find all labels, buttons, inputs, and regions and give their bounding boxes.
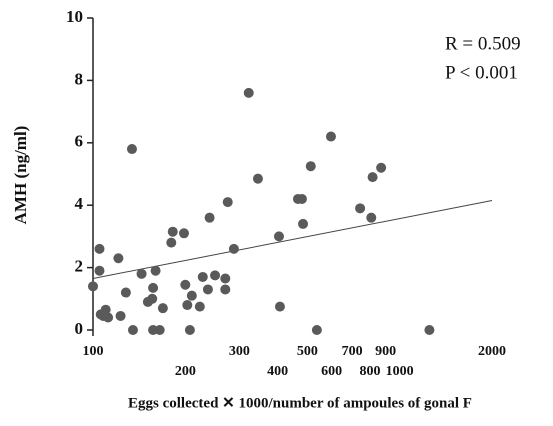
point bbox=[148, 282, 159, 293]
x-tick-label: 1000 bbox=[386, 364, 414, 379]
point bbox=[184, 325, 195, 335]
point bbox=[150, 265, 161, 276]
point bbox=[296, 193, 307, 204]
point bbox=[228, 243, 239, 254]
point bbox=[366, 212, 377, 223]
y-tick-label: 6 bbox=[75, 132, 84, 151]
point bbox=[115, 310, 126, 321]
point bbox=[120, 287, 131, 298]
x-tick-label: 2000 bbox=[478, 344, 506, 359]
point bbox=[325, 131, 336, 142]
point bbox=[424, 325, 435, 335]
point bbox=[94, 243, 105, 254]
point bbox=[311, 325, 322, 335]
x-axis-label: Eggs collected ✕ 1000/number of ampoules… bbox=[128, 395, 472, 411]
point bbox=[204, 212, 215, 223]
annotation: P < 0.001 bbox=[445, 62, 518, 83]
point bbox=[166, 237, 177, 248]
x-tick-label: 400 bbox=[267, 364, 288, 379]
point bbox=[305, 161, 316, 172]
point bbox=[136, 268, 147, 279]
x-tick-label: 800 bbox=[359, 364, 380, 379]
y-tick-label: 10 bbox=[66, 7, 83, 26]
point bbox=[220, 273, 231, 284]
y-tick-label: 4 bbox=[75, 194, 84, 213]
point bbox=[88, 281, 98, 292]
point bbox=[243, 87, 254, 98]
point bbox=[94, 265, 105, 276]
x-tick-label: 600 bbox=[321, 364, 342, 379]
point bbox=[355, 203, 366, 214]
point bbox=[194, 301, 205, 312]
x-tick-label: 700 bbox=[342, 344, 363, 359]
y-tick-label: 0 bbox=[75, 319, 84, 338]
point bbox=[147, 293, 158, 304]
annotation: R = 0.509 bbox=[445, 33, 521, 54]
x-tick-label: 200 bbox=[175, 364, 196, 379]
x-tick-label: 300 bbox=[229, 344, 250, 359]
point bbox=[178, 228, 189, 239]
point bbox=[157, 303, 168, 314]
point bbox=[298, 218, 309, 229]
point bbox=[220, 284, 231, 295]
y-tick-label: 2 bbox=[75, 257, 84, 276]
point bbox=[180, 279, 191, 290]
point bbox=[202, 284, 213, 295]
point bbox=[182, 300, 193, 311]
point bbox=[127, 325, 138, 335]
x-tick-label: 100 bbox=[83, 344, 104, 359]
point bbox=[113, 253, 124, 264]
point bbox=[273, 231, 284, 242]
point bbox=[98, 310, 109, 321]
point bbox=[197, 271, 208, 282]
point bbox=[376, 162, 387, 173]
point bbox=[126, 144, 137, 155]
point bbox=[274, 301, 285, 312]
y-tick-label: 8 bbox=[75, 69, 84, 88]
y-axis-label: AMH (ng/ml) bbox=[11, 126, 30, 225]
point bbox=[210, 270, 221, 281]
point bbox=[154, 325, 165, 335]
point bbox=[252, 173, 263, 184]
point bbox=[222, 197, 233, 208]
x-tick-label: 900 bbox=[375, 344, 396, 359]
point bbox=[167, 226, 178, 237]
x-tick-label: 500 bbox=[297, 344, 318, 359]
point bbox=[367, 172, 378, 183]
trend-line bbox=[92, 200, 493, 280]
point bbox=[186, 290, 197, 301]
